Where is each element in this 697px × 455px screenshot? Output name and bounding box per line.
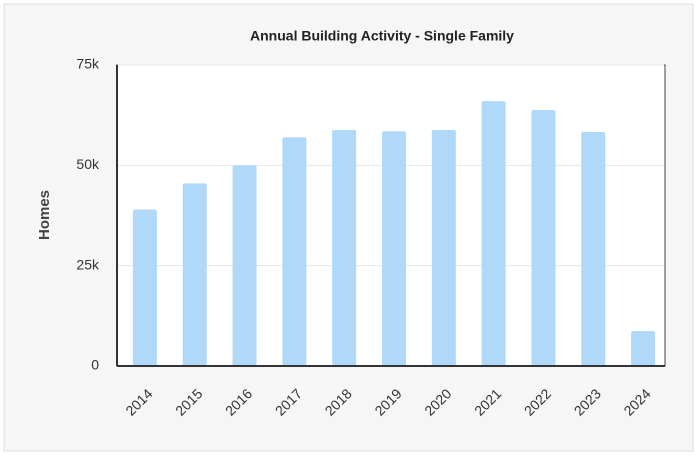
y-tick-label: 50k [76,156,100,172]
y-axis-label: Homes [36,190,53,240]
y-tick-label: 25k [76,256,100,272]
bar [282,137,307,366]
bar [382,131,406,366]
bar [232,165,257,366]
bar [132,209,157,366]
bar [531,109,556,366]
bar [631,331,656,366]
bar [431,130,456,366]
bar [481,101,506,367]
bar [332,130,357,366]
y-tick-label: 75k [76,56,100,72]
y-tick-label: 0 [91,357,99,373]
bar [581,132,606,366]
bar [182,183,207,366]
chart-title: Annual Building Activity - Single Family [250,28,514,44]
